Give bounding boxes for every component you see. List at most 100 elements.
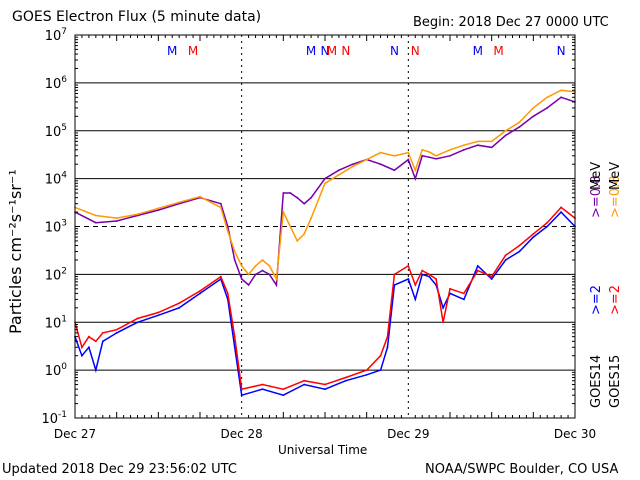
series-point-2	[324, 388, 326, 391]
series-point-3	[442, 321, 444, 324]
series-point-2	[115, 331, 118, 334]
series-point-1	[449, 148, 451, 151]
series-point-2	[546, 225, 549, 228]
y-tick-label: 10-1	[41, 410, 67, 427]
series-point-3	[414, 284, 417, 286]
series-point-1	[136, 213, 139, 216]
marker-label: N	[411, 44, 420, 58]
series-point-3	[94, 340, 97, 343]
series-point-0	[303, 202, 306, 205]
series-point-2	[476, 265, 479, 267]
marker-label: M	[327, 44, 337, 58]
series-point-2	[442, 306, 444, 309]
marker-label: N	[321, 44, 330, 58]
series-point-1	[226, 230, 229, 233]
series-point-1	[275, 278, 278, 280]
series-point-1	[282, 211, 285, 213]
series-point-3	[532, 233, 535, 235]
y-tick-label: 100	[45, 362, 68, 379]
marker-label: N	[557, 44, 566, 58]
series-point-3	[435, 278, 438, 280]
series-point-0	[296, 196, 299, 199]
series-point-3	[490, 275, 493, 278]
series-point-2	[136, 321, 139, 324]
series-point-1	[560, 89, 563, 92]
series-point-1	[407, 151, 410, 154]
series-point-3	[219, 275, 222, 278]
series-point-1	[379, 151, 382, 154]
series-line-0	[74, 96, 576, 288]
series-point-1	[157, 207, 160, 210]
series-point-0	[282, 192, 285, 194]
series-point-1	[421, 148, 424, 151]
series-point-1	[115, 217, 118, 219]
series-point-3	[560, 206, 563, 209]
series-point-0	[115, 220, 118, 222]
series-point-0	[254, 273, 257, 276]
series-point-1	[296, 240, 299, 242]
series-point-2	[157, 314, 160, 317]
marker-label: M	[306, 44, 316, 58]
series-point-1	[289, 225, 292, 228]
series-point-0	[324, 177, 326, 180]
series-point-2	[303, 383, 306, 386]
series-point-2	[421, 273, 424, 276]
series-point-3	[365, 369, 368, 372]
series-point-3	[81, 346, 83, 349]
series-point-3	[136, 317, 139, 320]
legend-mev-2: MeV	[608, 161, 623, 190]
series-point-1	[532, 107, 535, 109]
series-point-2	[462, 298, 465, 301]
series-point-1	[178, 201, 181, 204]
series-point-1	[490, 140, 493, 143]
series-point-0	[275, 284, 278, 286]
series-point-0	[261, 269, 264, 272]
series-point-0	[435, 157, 438, 160]
series-point-1	[233, 250, 236, 253]
series-point-0	[518, 126, 521, 128]
legend-goes15: GOES15	[608, 354, 623, 408]
series-point-1	[310, 217, 313, 219]
marker-label: M	[188, 44, 198, 58]
marker-label: M	[473, 44, 483, 58]
series-point-0	[240, 278, 243, 280]
y-tick-label: 105	[45, 123, 67, 140]
series-point-2	[532, 236, 535, 239]
x-tick-label: Dec 30	[554, 427, 596, 441]
series-point-2	[240, 394, 243, 397]
y-tick-label: 102	[45, 266, 67, 283]
series-point-1	[435, 154, 438, 157]
series-point-0	[351, 163, 354, 166]
series-point-1	[393, 154, 396, 157]
y-tick-label: 103	[45, 219, 67, 236]
series-point-2	[101, 340, 104, 343]
series-point-3	[303, 379, 306, 382]
y-tick-label: 104	[45, 171, 68, 188]
x-tick-label: Dec 27	[54, 427, 96, 441]
series-point-0	[421, 154, 424, 157]
series-line-2	[74, 211, 576, 397]
series-point-3	[324, 383, 326, 386]
source-credit: NOAA/SWPC Boulder, CO USA	[425, 462, 619, 477]
series-point-1	[268, 265, 271, 267]
series-point-3	[240, 388, 243, 391]
series-point-2	[379, 369, 382, 372]
series-point-1	[462, 144, 465, 147]
series-point-1	[546, 96, 549, 99]
series-point-3	[504, 254, 507, 257]
series-point-1	[504, 129, 507, 132]
series-point-1	[254, 265, 257, 267]
begin-time: Begin: 2018 Dec 27 0000 UTC	[413, 15, 609, 30]
series-point-1	[261, 259, 264, 261]
series-point-1	[303, 233, 306, 235]
series-point-1	[240, 265, 243, 267]
series-point-0	[546, 107, 549, 109]
series-point-2	[560, 211, 563, 213]
marker-label: M	[493, 44, 503, 58]
series-point-2	[199, 292, 201, 295]
updated-time: Updated 2018 Dec 29 23:56:02 UTC	[2, 462, 237, 477]
series-point-2	[87, 346, 90, 349]
series-point-2	[261, 388, 264, 391]
y-axis-label: Particles cm⁻²s⁻¹sr⁻¹	[6, 169, 25, 334]
